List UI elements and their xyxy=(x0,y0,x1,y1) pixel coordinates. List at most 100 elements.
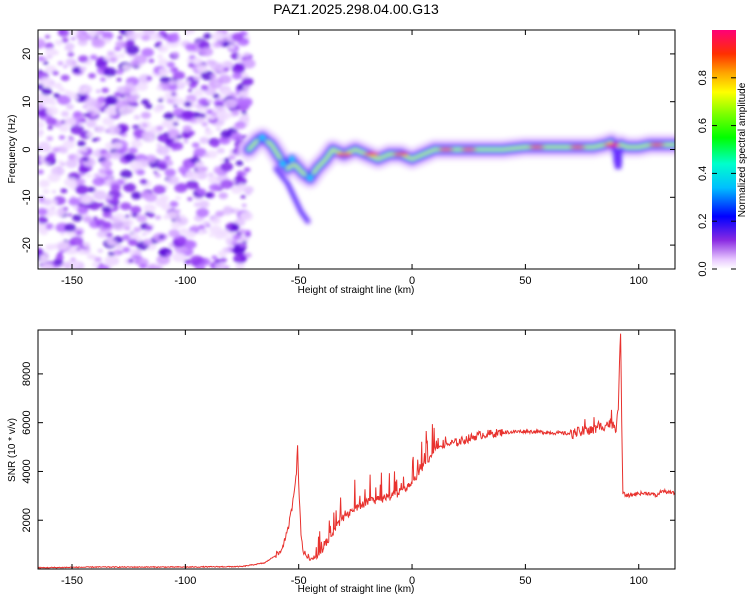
noise-blob xyxy=(130,139,143,148)
noise-blob xyxy=(57,94,71,105)
noise-blob xyxy=(223,205,233,213)
noise-blob xyxy=(38,143,52,153)
noise-blob xyxy=(217,250,228,258)
noise-blob xyxy=(220,179,234,190)
noise-blob xyxy=(64,223,76,232)
bottom-y-tick-label: 6000 xyxy=(21,410,33,434)
noise-blob xyxy=(113,249,123,256)
ridge-hotspot xyxy=(363,152,380,156)
noise-blob xyxy=(127,238,138,247)
noise-blob xyxy=(60,74,70,82)
noise-blob xyxy=(78,55,89,63)
noise-blob xyxy=(125,82,134,89)
noise-blob xyxy=(38,69,43,74)
noise-blob xyxy=(198,224,206,230)
noise-blob xyxy=(38,248,44,256)
noise-blob xyxy=(122,246,131,253)
noise-blob xyxy=(154,43,161,48)
noise-blob xyxy=(142,123,148,128)
top-x-tick-label: 100 xyxy=(630,275,648,287)
noise-blob xyxy=(166,139,171,143)
noise-blob xyxy=(193,147,207,158)
noise-blob xyxy=(219,158,225,162)
noise-blob xyxy=(231,109,240,116)
noise-blob xyxy=(173,104,178,108)
top-x-tick-label: 0 xyxy=(409,275,415,287)
noise-blob xyxy=(67,52,75,57)
bottom-x-tick-label: -100 xyxy=(174,575,196,587)
noise-blob xyxy=(231,240,238,245)
noise-blob xyxy=(47,125,54,130)
noise-blob xyxy=(104,105,119,116)
noise-blob xyxy=(52,70,59,76)
noise-blob xyxy=(156,125,164,131)
noise-blob xyxy=(44,34,51,39)
noise-blob xyxy=(243,52,251,58)
noise-blob xyxy=(46,136,54,142)
noise-blob xyxy=(38,41,46,49)
noise-blob xyxy=(164,168,176,177)
noise-blob xyxy=(136,82,149,92)
noise-blob xyxy=(96,264,110,269)
noise-blob xyxy=(133,226,142,233)
noise-blob xyxy=(41,87,53,96)
noise-blob xyxy=(45,106,59,116)
noise-blob xyxy=(118,106,131,116)
noise-blob xyxy=(172,71,186,80)
noise-blob xyxy=(64,177,78,188)
noise-blob xyxy=(97,248,104,253)
noise-blob xyxy=(236,174,243,180)
noise-blob xyxy=(215,210,225,218)
noise-blob xyxy=(104,95,118,106)
noise-blob xyxy=(183,134,190,140)
noise-blob xyxy=(127,105,137,112)
noise-blob xyxy=(76,247,81,251)
noise-blob xyxy=(38,132,43,138)
ridge-hotspot xyxy=(336,152,353,156)
noise-blob xyxy=(133,114,141,120)
noise-blob xyxy=(128,147,138,154)
noise-blob xyxy=(178,214,185,219)
noise-blob xyxy=(201,229,208,234)
bottom-y-tick-label: 2000 xyxy=(21,508,33,532)
noise-blob xyxy=(91,137,98,142)
noise-blob xyxy=(184,240,197,249)
noise-blob xyxy=(239,211,254,221)
noise-blob xyxy=(93,190,107,201)
noise-blob xyxy=(172,51,180,57)
snr-series-line xyxy=(38,333,675,569)
noise-blob xyxy=(115,40,126,48)
noise-blob xyxy=(125,30,136,36)
noise-blob xyxy=(223,157,230,163)
noise-blob xyxy=(185,180,199,190)
noise-blob xyxy=(70,124,85,135)
noise-blob xyxy=(213,231,226,240)
noise-blob xyxy=(208,233,214,238)
noise-blob xyxy=(185,170,196,179)
noise-blob xyxy=(200,84,209,91)
noise-blob xyxy=(175,209,181,214)
noise-blob xyxy=(104,166,111,172)
ridge-hotspot xyxy=(648,143,665,147)
noise-blob xyxy=(63,65,68,69)
noise-blob xyxy=(201,166,208,172)
noise-blob xyxy=(91,262,99,268)
noise-blob xyxy=(207,172,214,177)
noise-blob xyxy=(207,115,212,120)
noise-blob xyxy=(121,64,131,71)
noise-blob xyxy=(67,154,76,160)
noise-blob xyxy=(44,155,55,163)
noise-blob xyxy=(171,92,177,96)
colorbar-ticks: 0.0 0.2 0.4 0.6 0.8 xyxy=(697,70,736,277)
noise-blob xyxy=(215,262,227,269)
noise-blob xyxy=(96,125,106,133)
noise-blob xyxy=(38,169,44,175)
noise-blob xyxy=(116,77,122,82)
noise-blob xyxy=(58,87,66,93)
noise-blob xyxy=(151,240,157,244)
noise-blob xyxy=(164,155,171,161)
noise-blob xyxy=(129,232,139,240)
noise-blob xyxy=(104,176,110,180)
noise-blob xyxy=(38,104,44,110)
noise-blob xyxy=(126,94,138,104)
